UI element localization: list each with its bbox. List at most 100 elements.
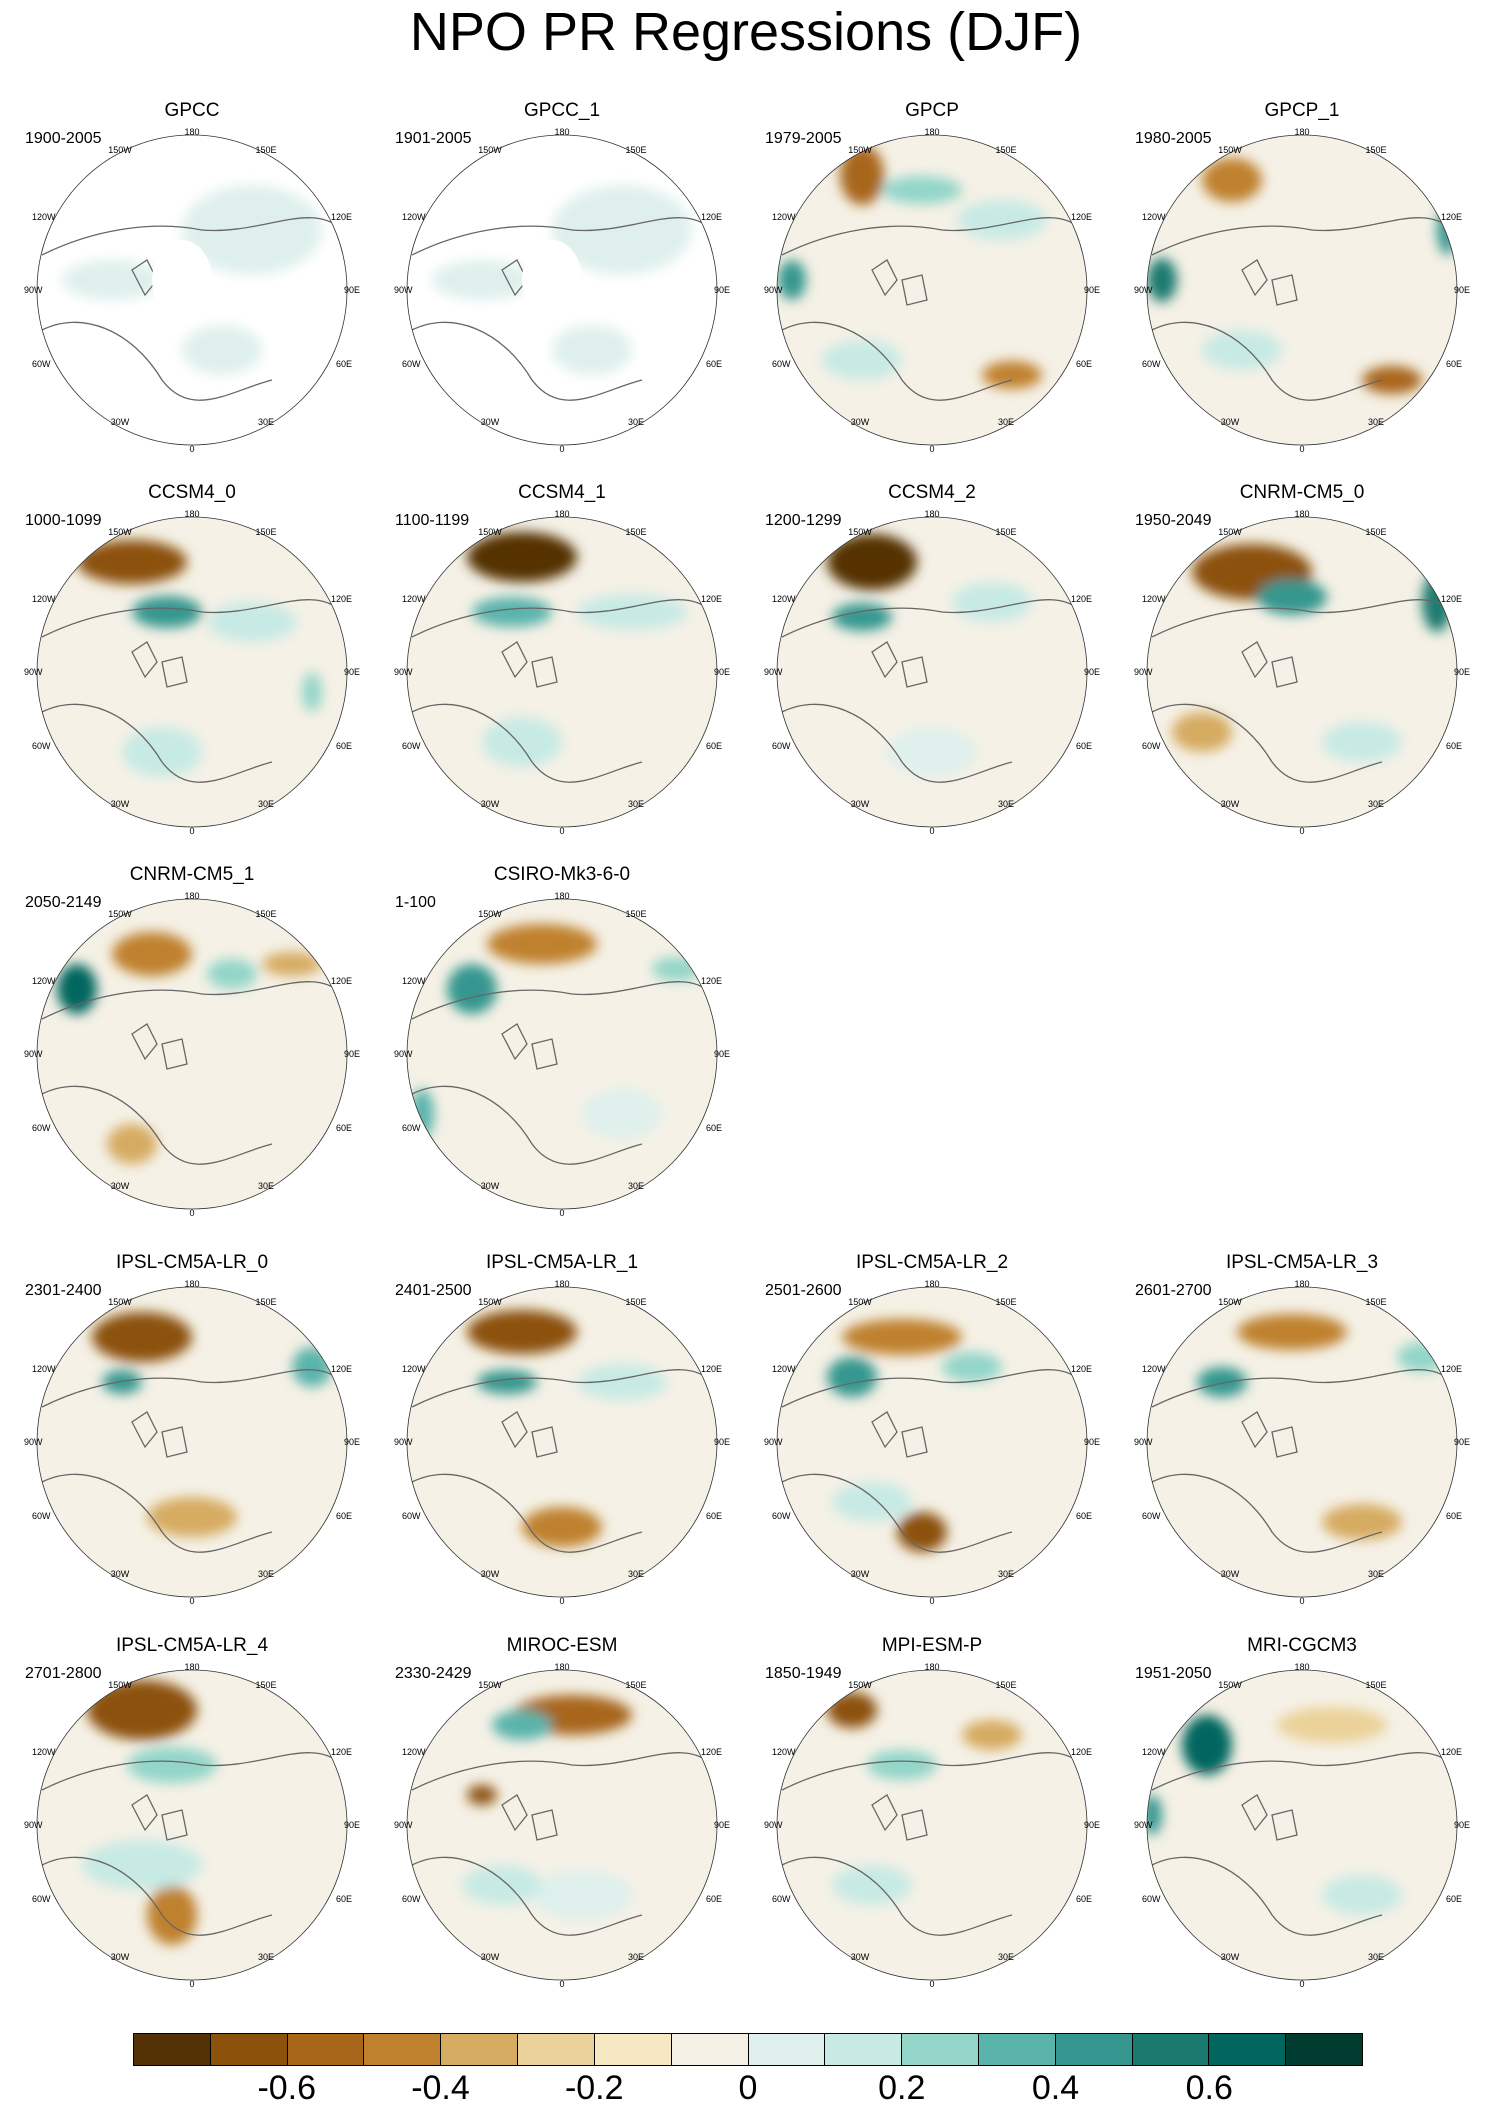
panel-period: 2501-2600 bbox=[765, 1282, 842, 1299]
anomaly-region bbox=[207, 602, 297, 642]
coastline bbox=[41, 981, 343, 1165]
lon-label-30w: 30W bbox=[851, 417, 870, 427]
lon-label-90e: 90E bbox=[344, 667, 360, 677]
lon-label-150w: 150W bbox=[848, 1680, 872, 1690]
lon-label-180: 180 bbox=[1294, 1662, 1309, 1672]
anomaly-region bbox=[832, 603, 892, 631]
anomaly-region bbox=[87, 1680, 197, 1740]
lon-label-90e: 90E bbox=[1084, 667, 1100, 677]
lon-label-90e: 90E bbox=[344, 1049, 360, 1059]
lon-label-120w: 120W bbox=[32, 594, 56, 604]
lon-label-90e: 90E bbox=[344, 285, 360, 295]
panel-title: CCSM4_2 bbox=[888, 482, 976, 503]
lon-label-0: 0 bbox=[189, 826, 194, 836]
lon-label-120e: 120E bbox=[331, 976, 352, 986]
lon-label-30e: 30E bbox=[1368, 1952, 1384, 1962]
lon-label-90e: 90E bbox=[1454, 1820, 1470, 1830]
polar-stereographic-map: 180 0 90W 90E 150W 150E 120W 120E 60W 60E 30W 30E bbox=[764, 127, 1100, 454]
colorbar-swatch bbox=[134, 2034, 211, 2065]
lon-label-180: 180 bbox=[184, 891, 199, 901]
lon-label-0: 0 bbox=[929, 1596, 934, 1606]
anomaly-region bbox=[1182, 1715, 1232, 1775]
map-boundary bbox=[36, 516, 348, 828]
panel-title: IPSL-CM5A-LR_4 bbox=[115, 1635, 269, 1656]
lon-label-60w: 60W bbox=[402, 1123, 421, 1133]
lon-label-90e: 90E bbox=[714, 1049, 730, 1059]
missing-data-region bbox=[152, 240, 212, 320]
lon-label-150w: 150W bbox=[1218, 1680, 1242, 1690]
lon-label-90w: 90W bbox=[1134, 285, 1153, 295]
panel-period: 1979-2005 bbox=[765, 130, 842, 147]
coastline bbox=[411, 217, 713, 401]
anomaly-region bbox=[1147, 1795, 1162, 1835]
map-boundary bbox=[406, 1669, 718, 1981]
lon-label-120e: 120E bbox=[701, 212, 722, 222]
lon-label-0: 0 bbox=[559, 1979, 564, 1989]
lon-label-150e: 150E bbox=[255, 527, 276, 537]
colorbar-swatch bbox=[1286, 2034, 1362, 2065]
coastline bbox=[41, 217, 343, 401]
map-panel: CCSM4_0 180 0 90W 90E 150W 150E 120W 120E 60W 60E 3… bbox=[22, 482, 362, 837]
anomaly-region bbox=[262, 952, 322, 976]
colorbar-swatch bbox=[594, 2034, 672, 2065]
anomaly-region bbox=[492, 1710, 552, 1740]
map-panel: CNRM-CM5_1 180 0 90W 90E 150W 150E 120W 120E 60W 6… bbox=[22, 864, 362, 1219]
anomaly-region bbox=[147, 1885, 197, 1945]
panel-period: 2301-2400 bbox=[25, 1282, 102, 1299]
map-boundary bbox=[1146, 516, 1458, 828]
colorbar-swatch bbox=[1132, 2034, 1210, 2065]
anomaly-region bbox=[147, 1497, 237, 1537]
lon-label-150w: 150W bbox=[108, 1680, 132, 1690]
lon-label-120w: 120W bbox=[1142, 594, 1166, 604]
lon-label-30e: 30E bbox=[258, 1569, 274, 1579]
lon-label-0: 0 bbox=[929, 444, 934, 454]
panel-title: IPSL-CM5A-LR_0 bbox=[115, 1252, 269, 1273]
map-boundary bbox=[406, 516, 718, 828]
polar-stereographic-map: 180 0 90W 90E 150W 150E 120W 120E 60W 60E 30W 30E bbox=[1134, 127, 1470, 454]
panel-title: MRI-CGCM3 bbox=[1247, 1635, 1357, 1656]
coastline bbox=[411, 1369, 713, 1553]
panel-title: IPSL-CM5A-LR_3 bbox=[1225, 1252, 1379, 1273]
lon-label-120e: 120E bbox=[1071, 212, 1092, 222]
lon-label-180: 180 bbox=[184, 509, 199, 519]
lon-label-30w: 30W bbox=[111, 1952, 130, 1962]
anomaly-region bbox=[832, 1865, 912, 1905]
polar-stereographic-map: 180 0 90W 90E 150W 150E 120W 120E 60W 60E 30W 30E bbox=[24, 1279, 360, 1606]
map-boundary bbox=[776, 516, 1088, 828]
lon-label-150e: 150E bbox=[255, 1297, 276, 1307]
lon-label-30e: 30E bbox=[628, 1569, 644, 1579]
colorbar-swatch bbox=[825, 2034, 903, 2065]
anomaly-region bbox=[482, 717, 562, 767]
lon-label-30e: 30E bbox=[258, 1181, 274, 1191]
colorbar-swatch bbox=[210, 2034, 288, 2065]
lon-label-30w: 30W bbox=[851, 1569, 870, 1579]
lon-label-120e: 120E bbox=[701, 594, 722, 604]
coastline bbox=[781, 1752, 1083, 1936]
lon-label-30e: 30E bbox=[258, 1952, 274, 1962]
map-panel: CCSM4_1 180 0 90W 90E 150W 150E 120W 120E 60W 60E 3… bbox=[392, 482, 732, 837]
lon-label-60w: 60W bbox=[1142, 1894, 1161, 1904]
colorbar-swatch bbox=[902, 2034, 979, 2065]
anomaly-region bbox=[952, 582, 1032, 622]
lon-label-120w: 120W bbox=[772, 594, 796, 604]
lon-label-90w: 90W bbox=[394, 667, 413, 677]
colorbar-swatch bbox=[671, 2034, 749, 2065]
lon-label-150e: 150E bbox=[255, 909, 276, 919]
lon-label-30e: 30E bbox=[998, 1569, 1014, 1579]
lon-label-150w: 150W bbox=[478, 1680, 502, 1690]
polar-stereographic-map: 180 0 90W 90E 150W 150E 120W 120E 60W 60E 30W 30E bbox=[394, 509, 730, 836]
lon-label-180: 180 bbox=[184, 1279, 199, 1289]
panel-title: GPCC_1 bbox=[523, 100, 601, 121]
anomaly-region bbox=[882, 176, 962, 204]
lon-label-60e: 60E bbox=[1076, 1511, 1092, 1521]
lon-label-90w: 90W bbox=[24, 1049, 43, 1059]
map-panel: GPCP_1 180 0 90W 90E 150W 150E 120W 120E 60W 60E 30… bbox=[1132, 100, 1472, 455]
anomaly-region bbox=[57, 964, 97, 1014]
coastline bbox=[41, 1369, 343, 1553]
map-boundary bbox=[36, 134, 348, 446]
lon-label-30e: 30E bbox=[258, 417, 274, 427]
map-boundary bbox=[776, 134, 1088, 446]
lon-label-60e: 60E bbox=[1446, 1894, 1462, 1904]
lon-label-0: 0 bbox=[559, 444, 564, 454]
lon-label-120w: 120W bbox=[402, 1747, 426, 1757]
